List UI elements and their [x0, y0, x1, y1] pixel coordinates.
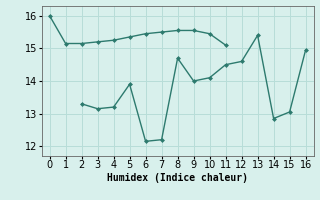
X-axis label: Humidex (Indice chaleur): Humidex (Indice chaleur): [107, 173, 248, 183]
